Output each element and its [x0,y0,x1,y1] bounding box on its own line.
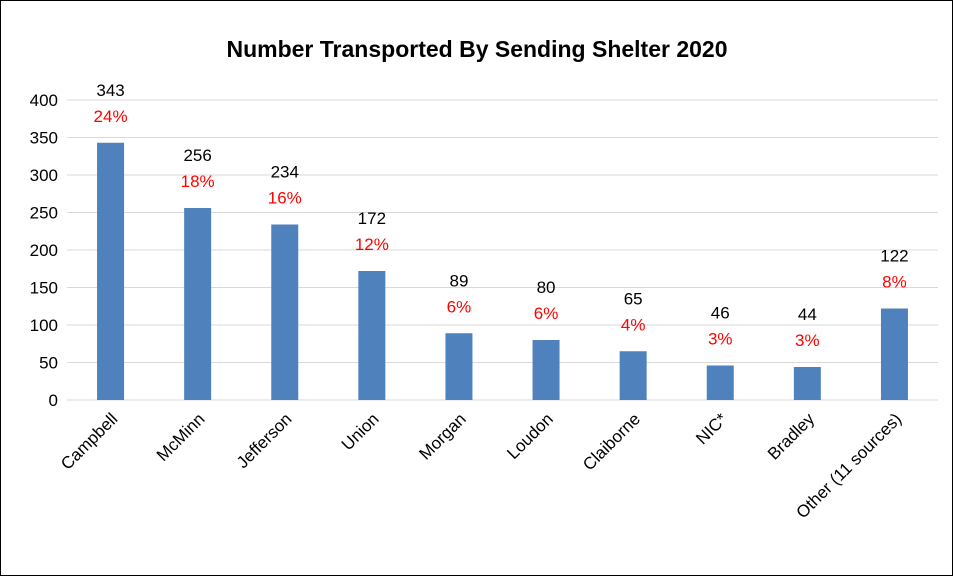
category-label: Union [338,409,383,454]
bar [706,365,734,400]
value-label: 122 [880,247,908,266]
bars [97,142,908,400]
y-tick-label: 150 [30,279,58,298]
y-tick-label: 100 [30,316,58,335]
data-labels: 343 24% 256 18% 234 16% 172 12% 89 6% 80 6% 65 4% 46 3%… [94,81,909,350]
percent-label: 6% [447,297,472,316]
value-label: 234 [271,163,299,182]
chart-title: Number Transported By Sending Shelter 20… [226,36,727,62]
value-label: 256 [183,146,211,165]
percent-label: 8% [882,273,907,292]
value-label: 343 [96,81,124,100]
percent-label: 16% [268,189,302,208]
percent-label: 18% [181,172,215,191]
category-label: McMinn [153,409,209,465]
value-label: 89 [449,271,468,290]
value-label: 46 [711,304,730,323]
category-label: Loudon [503,409,557,463]
value-label: 65 [624,289,643,308]
y-tick-label: 200 [30,241,58,260]
value-label: 44 [798,305,817,324]
y-axis-ticks: 0 50 100 150 200 250 300 350 400 [30,91,58,410]
percent-label: 4% [621,315,646,334]
percent-label: 12% [355,235,389,254]
y-tick-label: 300 [30,166,58,185]
bar [880,308,908,400]
bar [619,351,647,400]
percent-label: 6% [534,304,559,323]
percent-label: 3% [708,330,733,349]
bar [793,367,821,400]
category-label: NIC* [692,409,731,448]
bar [532,340,560,400]
bar [358,271,386,400]
percent-label: 24% [94,107,128,126]
y-tick-label: 350 [30,129,58,148]
percent-label: 3% [795,331,820,350]
category-label: Bradley [764,409,819,464]
x-axis-categories: Campbell McMinn Jefferson Union Morgan Loudon… [57,409,905,522]
bar [97,142,125,400]
category-label: Jefferson [233,409,296,472]
y-tick-label: 250 [30,204,58,223]
bar [271,224,299,400]
category-label: Campbell [57,409,121,473]
bar [445,333,473,400]
bar [184,208,212,400]
value-label: 80 [537,278,556,297]
category-label: Morgan [416,409,470,463]
y-tick-label: 50 [39,354,58,373]
category-label: Claiborne [579,409,644,474]
y-tick-label: 0 [49,391,58,410]
gridlines [67,99,938,401]
y-tick-label: 400 [30,91,58,110]
value-label: 172 [358,209,386,228]
